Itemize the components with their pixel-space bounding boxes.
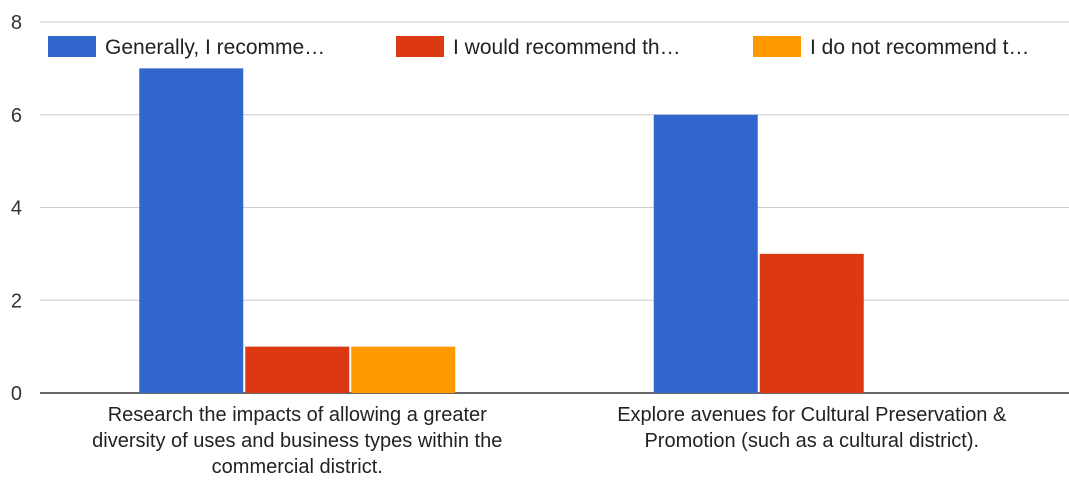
- x-tick-label: commercial district.: [212, 456, 383, 478]
- x-tick-label: diversity of uses and business types wit…: [92, 430, 502, 452]
- legend-label: I would recommend th…: [453, 36, 681, 59]
- legend-label: I do not recommend t…: [810, 36, 1029, 59]
- legend-swatch: [396, 36, 444, 57]
- bar: [653, 114, 758, 393]
- x-tick-label: Promotion (such as a cultural district).: [644, 430, 979, 452]
- y-tick-label: 6: [11, 105, 22, 127]
- bar: [759, 253, 864, 393]
- x-tick-label: Research the impacts of allowing a great…: [108, 404, 487, 426]
- legend-swatch: [48, 36, 96, 57]
- y-axis-ticks: 0 2 4 6 8: [11, 12, 22, 405]
- bars: [139, 68, 864, 393]
- y-tick-label: 0: [11, 383, 22, 405]
- x-tick-label: Explore avenues for Cultural Preservatio…: [617, 404, 1007, 426]
- y-tick-label: 8: [11, 12, 22, 34]
- legend-item: I would recommend th…: [396, 36, 681, 59]
- legend-label: Generally, I recomme…: [105, 36, 325, 59]
- bar: [245, 346, 350, 393]
- legend-item: I do not recommend t…: [753, 36, 1029, 59]
- legend-swatch: [753, 36, 801, 57]
- x-axis-labels: Research the impacts of allowing a great…: [92, 404, 1007, 478]
- bar: [139, 68, 244, 393]
- legend-item: Generally, I recomme…: [48, 36, 325, 59]
- y-tick-label: 4: [11, 198, 22, 220]
- bar: [351, 346, 456, 393]
- y-tick-label: 2: [11, 290, 22, 312]
- legend: Generally, I recomme… I would recommend t…: [48, 36, 1029, 59]
